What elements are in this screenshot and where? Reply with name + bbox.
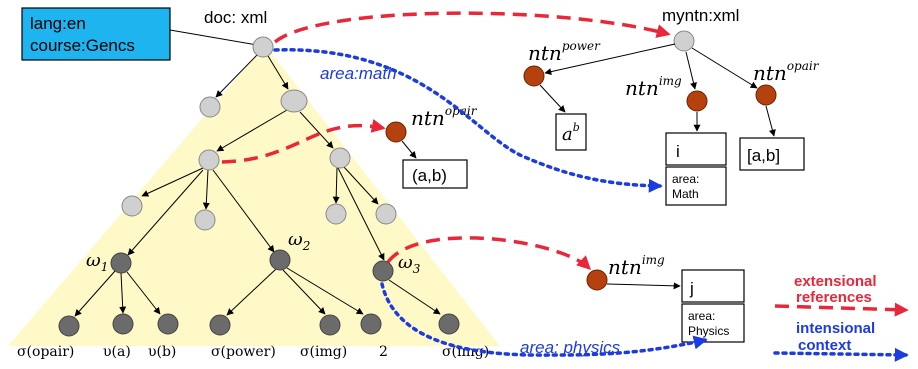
- result-box-paren: [402, 159, 468, 189]
- result-j-text: j: [689, 279, 694, 298]
- ntn-power-label: ntnpower: [528, 39, 601, 65]
- node-leaf7: [438, 313, 460, 335]
- node-leaf1: [58, 315, 80, 337]
- result-i-text: i: [676, 142, 680, 161]
- meta-lang: lang:en: [30, 14, 86, 33]
- ntn-img-label: ntnimg: [625, 74, 682, 100]
- tree-dark-nodes: [58, 249, 460, 337]
- meta-course: course:Gencs: [30, 36, 135, 55]
- extensional-arrows: [221, 11, 671, 270]
- result-a-power: ab: [562, 121, 580, 145]
- tree-light-nodes: [121, 36, 397, 231]
- area-physics-box-l1: area:: [688, 309, 715, 323]
- node-l2b: [329, 147, 351, 169]
- node-leaf6: [360, 313, 382, 335]
- leaf-labels: σ(opair) υ(a) υ(b) σ(power) σ(img) 2 σ(i…: [17, 344, 489, 360]
- leaf-label-5: σ(img): [300, 344, 347, 360]
- myntn-root-node: [673, 30, 695, 52]
- ntn-power-node: [523, 65, 545, 87]
- node-omega3: [372, 260, 394, 282]
- legend-int-arrow: [773, 347, 909, 362]
- node-l3a: [121, 195, 143, 217]
- myntn-label: myntn:xml: [662, 6, 739, 25]
- leaf-label-6: 2: [379, 344, 388, 360]
- ntn-img-bottom-label: ntnimg: [608, 253, 665, 279]
- legend-ext-line1: extensional: [794, 273, 877, 290]
- result-bracket-text: [a,b]: [747, 146, 780, 165]
- node-leaf2: [112, 313, 134, 335]
- omega3-label: ω3: [398, 252, 421, 276]
- node-l3c: [325, 203, 347, 225]
- ntn-opair-right-label: ntnopair: [753, 59, 820, 85]
- leaf-label-3: υ(b): [148, 344, 176, 360]
- intensional-arrows: [273, 48, 708, 357]
- result-box-ab-power: [555, 113, 587, 151]
- area-physics-box: [681, 303, 745, 343]
- ntn-img-node: [686, 90, 708, 112]
- document-triangle: [8, 45, 500, 346]
- node-l1a: [199, 96, 221, 118]
- leaf-label-1: σ(opair): [17, 344, 74, 360]
- legend: extensional references intensional conte…: [773, 273, 909, 362]
- ntn-img-bottom-node: [586, 269, 608, 291]
- ntn-opair-mid-node: [385, 121, 407, 143]
- result-box-bracket: [739, 137, 805, 171]
- node-leaf5: [319, 314, 341, 336]
- leaf-label-7: σ(img): [442, 344, 489, 360]
- node-omega1: [110, 252, 132, 274]
- node-root: [252, 36, 274, 58]
- meta-box: lang:en course:Gencs: [21, 7, 171, 61]
- area-math-box: [665, 166, 727, 206]
- legend-int-line2: context: [798, 337, 851, 354]
- node-l2a: [198, 149, 220, 171]
- omega2-label: ω2: [288, 229, 310, 253]
- node-omega2: [269, 249, 291, 271]
- node-leaf3: [157, 313, 179, 335]
- result-paren-text: (a,b): [412, 166, 447, 185]
- area-math-label: area:math: [320, 64, 397, 83]
- legend-ext-arrow: [774, 302, 909, 317]
- ntn-opair-mid-label: ntnopair: [411, 104, 478, 130]
- area-math-box-l1: area:: [672, 172, 699, 186]
- node-l3b: [194, 209, 216, 231]
- node-l3d: [375, 203, 397, 225]
- area-physics-box-l2: Physics: [688, 324, 729, 338]
- area-physics-label: area: physics: [520, 338, 621, 357]
- area-math-box-l2: Math: [672, 187, 699, 201]
- node-l1b: [280, 89, 308, 113]
- node-leaf4: [209, 314, 231, 336]
- leaf-label-2: υ(a): [103, 344, 131, 360]
- omega1-label: ω1: [86, 250, 108, 274]
- leaf-label-4: σ(power): [211, 344, 276, 360]
- result-box-i: [665, 132, 727, 166]
- result-box-j: [681, 269, 745, 303]
- legend-ext-line2: references: [796, 289, 872, 306]
- tree-edges: [74, 54, 441, 317]
- doc-label: doc: xml: [204, 8, 267, 27]
- legend-int-line1: intensional: [796, 320, 875, 337]
- ntn-opair-right-node: [755, 84, 777, 106]
